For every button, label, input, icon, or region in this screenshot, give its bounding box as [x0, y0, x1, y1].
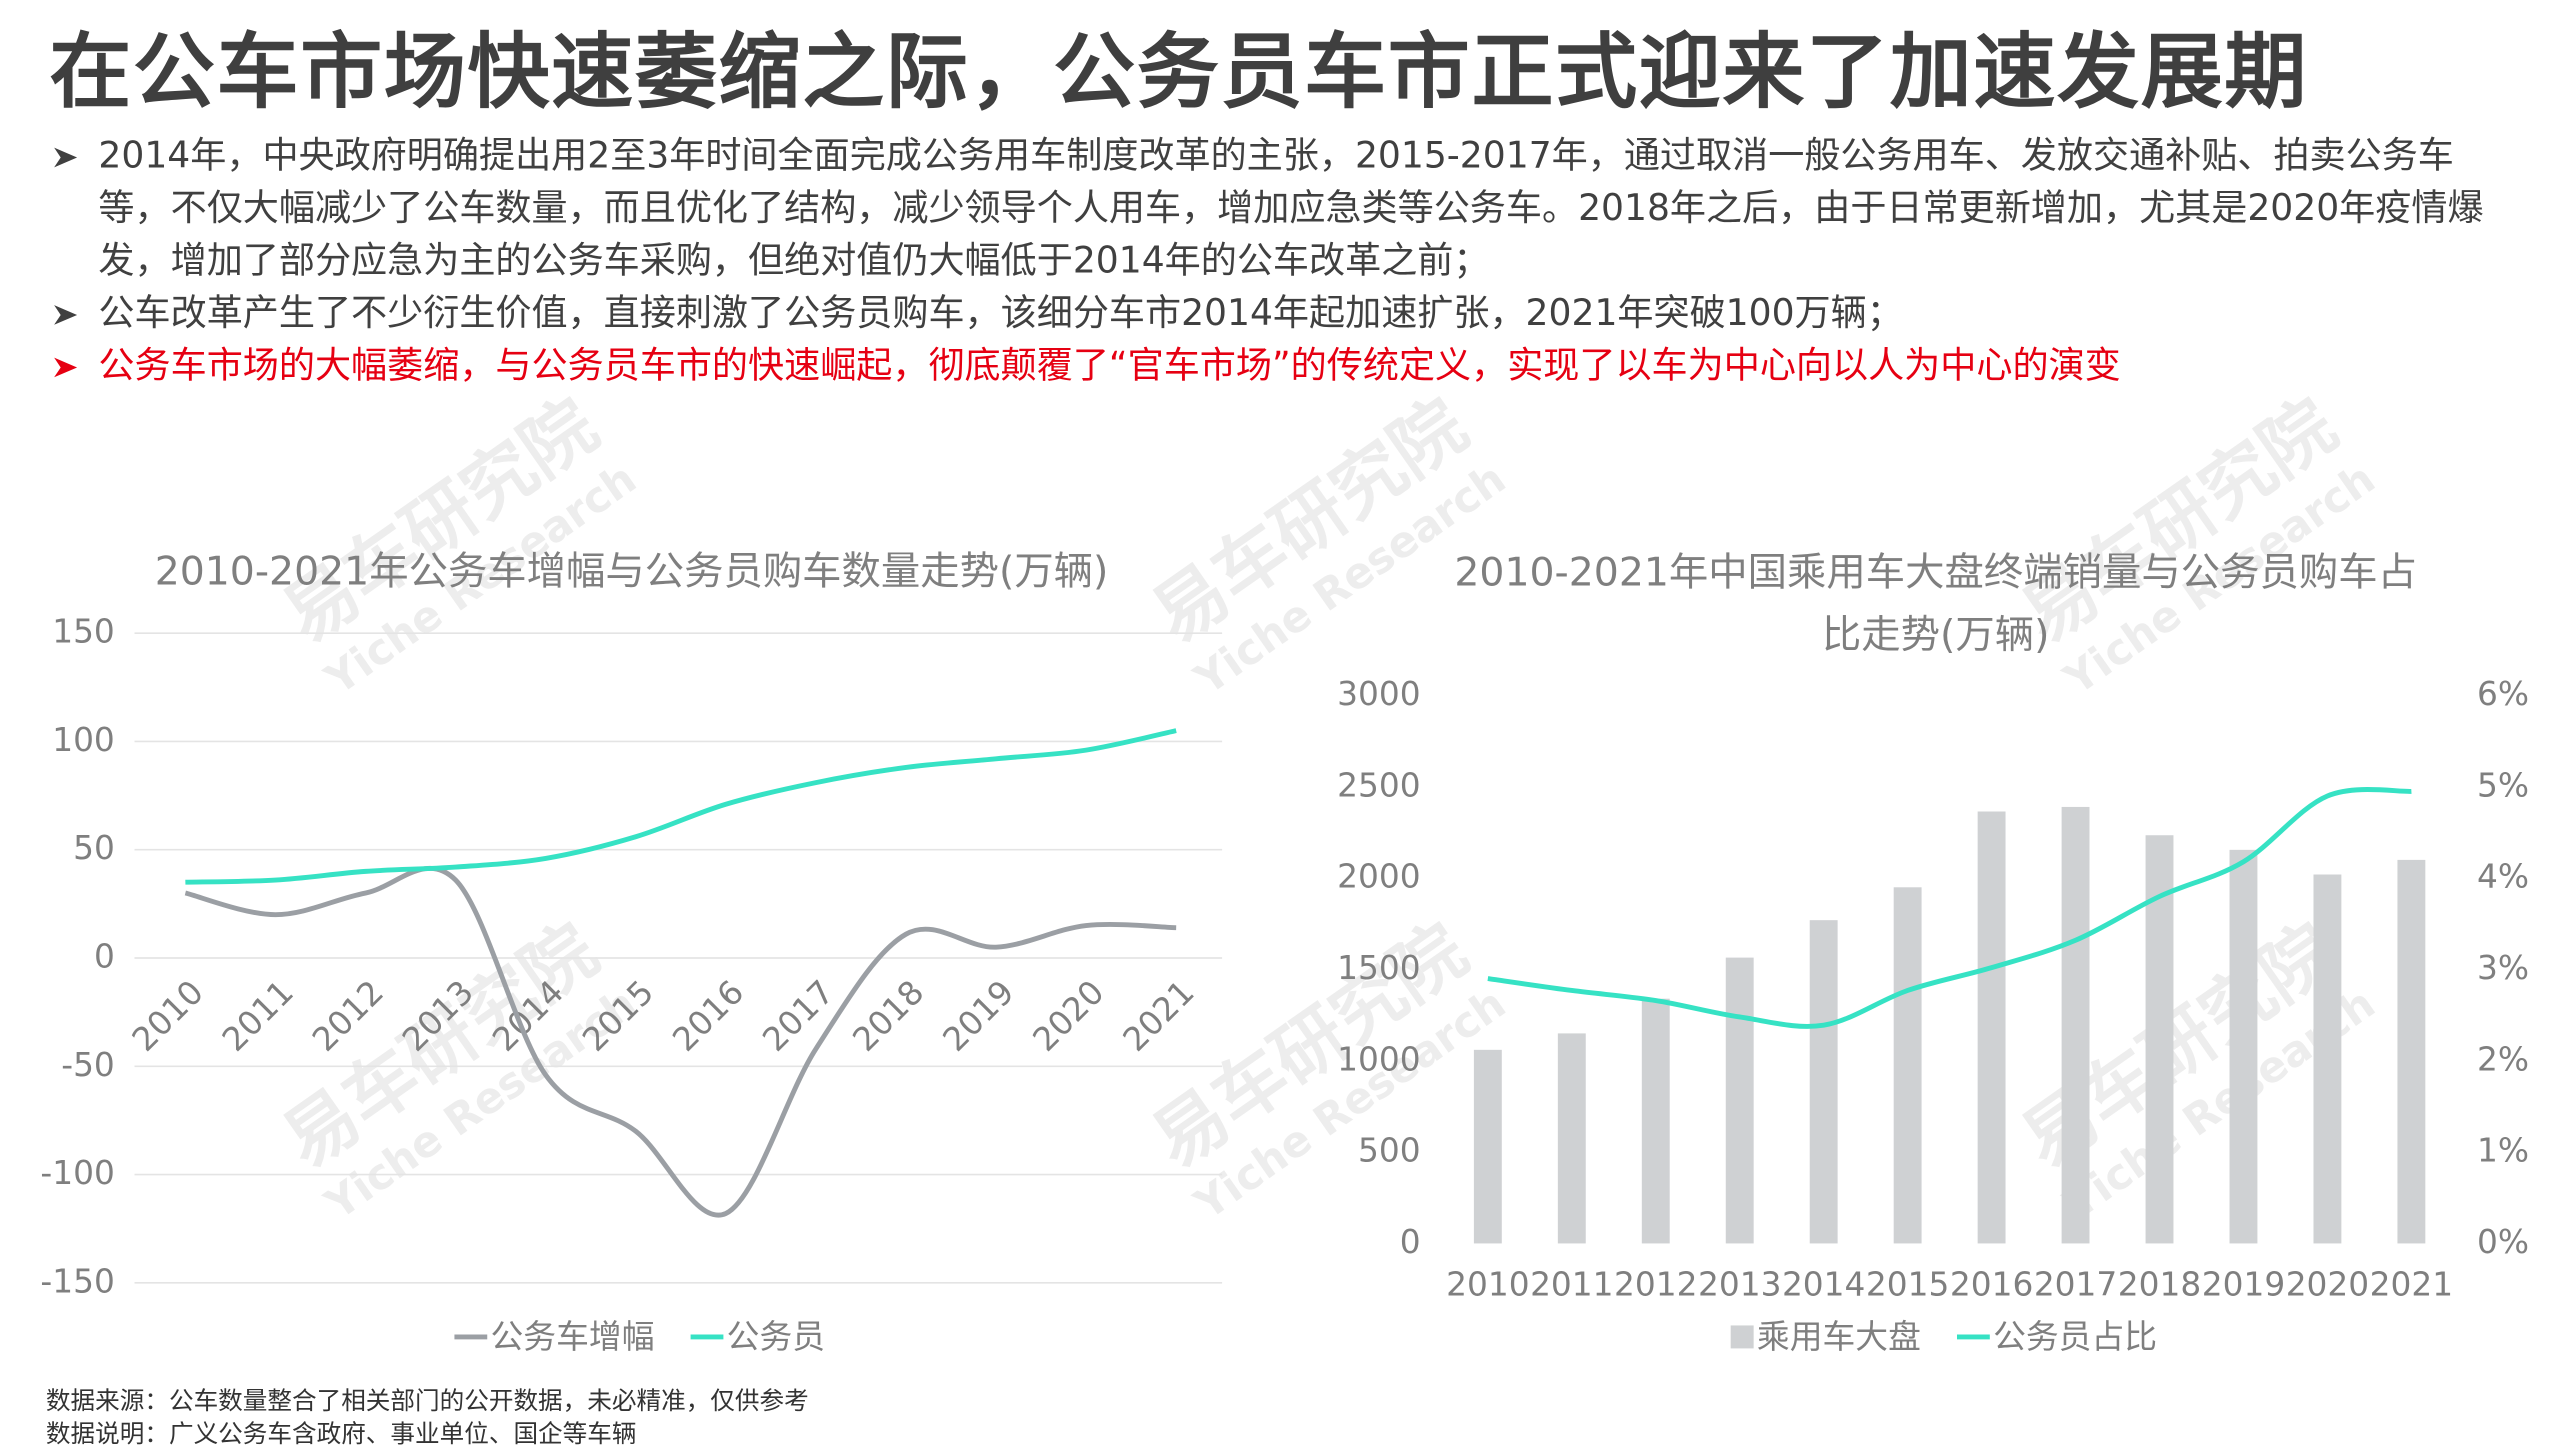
x-tick-label: 2017: [755, 973, 841, 1059]
legend-label: 公务员: [727, 1318, 825, 1356]
y2-tick-label: 3%: [2477, 949, 2529, 987]
y-tick-label: -100: [40, 1154, 114, 1192]
bar: [1977, 811, 2006, 1244]
bar: [1641, 998, 1670, 1244]
y-tick-label: 0: [1400, 1223, 1421, 1261]
y2-tick-label: 6%: [2477, 675, 2529, 713]
bar: [2229, 849, 2258, 1244]
bullet: 2014年，中央政府明确提出用2至3年时间全面完成公务用车制度改革的主张，201…: [46, 131, 2507, 288]
x-tick-label: 2014: [1782, 1266, 1865, 1304]
bullet-text: 2014年，中央政府明确提出用2至3年时间全面完成公务用车制度改革的主张，201…: [98, 136, 2484, 283]
bullet-text: 公务车市场的大幅萎缩，与公务员车市的快速崛起，彻底颠覆了“官车市场”的传统定义，…: [98, 346, 2121, 388]
chart-title: 2010-2021年中国乘用车大盘终端销量与公务员购车占比走势(万辆): [1454, 549, 2417, 658]
y-tick-label: -50: [61, 1046, 115, 1084]
x-tick-label: 2019: [2202, 1266, 2285, 1304]
bar: [1809, 920, 1838, 1244]
bar: [1557, 1033, 1586, 1244]
y2-tick-label: 2%: [2477, 1040, 2529, 1078]
y-tick-label: 2000: [1337, 858, 1420, 896]
x-tick-label: 2019: [936, 973, 1022, 1059]
y2-tick-label: 4%: [2477, 858, 2529, 896]
footnotes: 数据来源：公车数量整合了相关部门的公开数据，未必精准，仅供参考 数据说明：广义公…: [46, 1384, 809, 1450]
y-tick-label: 150: [52, 613, 115, 651]
y2-tick-label: 5%: [2477, 766, 2529, 804]
x-tick-label: 2018: [2118, 1266, 2201, 1304]
x-tick-label: 2021: [1116, 973, 1202, 1059]
bar: [2397, 859, 2426, 1244]
bullet-icon: [54, 357, 78, 378]
legend: 乘用车大盘 公务员占比: [1730, 1318, 2157, 1356]
y-tick-label: 50: [73, 829, 115, 867]
y2-tick-label: 1%: [2477, 1132, 2529, 1170]
x-tick-label: 2010: [125, 973, 211, 1059]
x-tick-label: 2011: [1530, 1266, 1613, 1304]
y-tick-label: 3000: [1337, 675, 1420, 713]
legend-label: 公务车增幅: [491, 1318, 655, 1356]
y-tick-label: 1500: [1337, 949, 1420, 987]
bullet-text: 公车改革产生了不少衍生价值，直接刺激了公务员购车，该细分车市2014年起加速扩张…: [98, 293, 1903, 335]
bullet-list: 2014年，中央政府明确提出用2至3年时间全面完成公务用车制度改革的主张，201…: [46, 131, 2507, 393]
bar: [1893, 887, 1922, 1244]
footnote: 数据说明：广义公务车含政府、事业单位、国企等车辆: [45, 1418, 637, 1449]
bullet: 公车改革产生了不少衍生价值，直接刺激了公务员购车，该细分车市2014年起加速扩张…: [46, 289, 2507, 341]
x-tick-label: 2021: [2370, 1266, 2453, 1304]
y-tick-label: 2500: [1337, 766, 1420, 804]
x-tick-label: 2020: [2286, 1266, 2369, 1304]
legend-label: 公务员占比: [1993, 1318, 2157, 1356]
bullet-icon: [54, 305, 78, 325]
bar: [2313, 874, 2342, 1244]
x-tick-label: 2017: [2034, 1266, 2117, 1304]
bullet-icon: [54, 147, 78, 168]
x-tick-label: 2012: [1614, 1266, 1697, 1304]
y-tick-label: 100: [52, 721, 115, 759]
line: [184, 866, 1177, 1218]
y-tick-label: 500: [1358, 1132, 1421, 1170]
line: [1487, 787, 2412, 1029]
bar: [1725, 957, 1754, 1244]
legend-label: 乘用车大盘: [1757, 1318, 1921, 1356]
slide-title: 在公车市场快速萎缩之际，公务员车市正式迎来了加速发展期: [49, 24, 2309, 120]
x-tick-label: 2010: [1446, 1266, 1529, 1304]
bullet: 公务车市场的大幅萎缩，与公务员车市的快速崛起，彻底颠覆了“官车市场”的传统定义，…: [46, 341, 2507, 393]
x-tick-label: 2016: [1950, 1266, 2033, 1304]
y-tick-label: 1000: [1337, 1040, 1420, 1078]
x-tick-label: 2020: [1026, 973, 1112, 1059]
bar: [1473, 1049, 1502, 1244]
legend: 公务车增幅 公务员: [454, 1318, 825, 1356]
legend-swatch: [1730, 1325, 1754, 1349]
x-tick-label: 2011: [215, 973, 301, 1059]
y-tick-label: 0: [94, 937, 115, 975]
y2-tick-label: 0%: [2477, 1223, 2529, 1261]
footnote: 数据来源：公车数量整合了相关部门的公开数据，未必精准，仅供参考: [45, 1386, 809, 1416]
x-tick-label: 2013: [1698, 1266, 1781, 1304]
y-tick-label: -150: [40, 1262, 114, 1300]
line: [185, 728, 1177, 885]
bar: [2061, 806, 2090, 1244]
x-tick-label: 2015: [1866, 1266, 1949, 1304]
x-tick-label: 2016: [665, 973, 751, 1059]
chart-title: 2010-2021年公务车增幅与公务员购车数量走势(万辆): [155, 549, 1109, 595]
